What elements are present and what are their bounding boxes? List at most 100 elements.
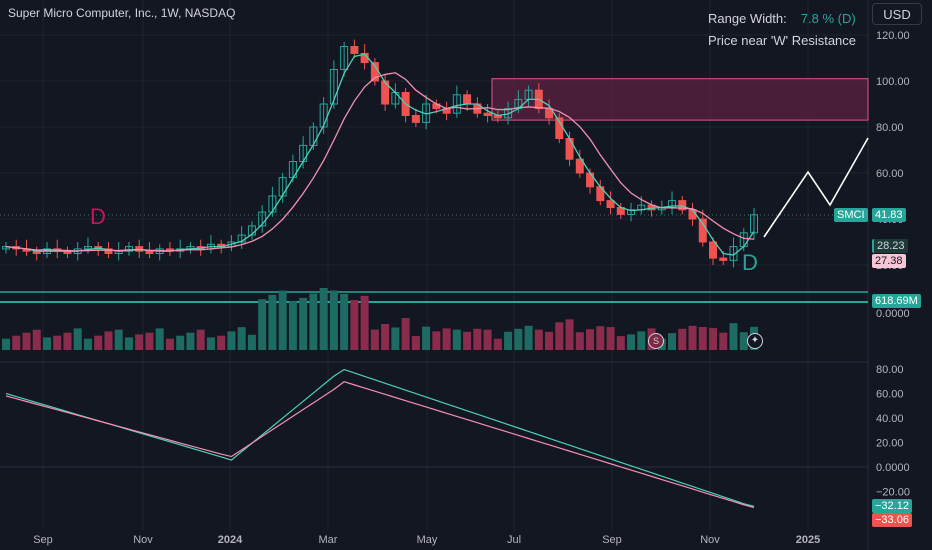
- indicator-line-b: [5, 381, 755, 509]
- indicator-tick-label: −20.00: [876, 487, 910, 499]
- indicator-tick-label: 0.0000: [876, 462, 910, 474]
- range-width-row: Range Width: 7.8 % (D): [708, 11, 856, 26]
- volume-bar: [350, 300, 359, 350]
- volume-bar: [627, 334, 636, 350]
- volume-bar: [145, 332, 154, 350]
- volume-bar: [53, 335, 62, 350]
- volume-bar: [637, 331, 646, 350]
- candle-body: [83, 246, 92, 250]
- candle-body: [750, 214, 758, 234]
- candle-body: [575, 158, 584, 174]
- volume-bar: [2, 338, 10, 350]
- projection-path: [763, 137, 869, 238]
- volume-bar: [473, 328, 482, 350]
- candle-body: [688, 209, 697, 220]
- volume-bar: [483, 329, 492, 350]
- time-tick-label: May: [417, 534, 438, 546]
- candle-body: [627, 209, 636, 215]
- volume-bar: [534, 329, 543, 350]
- volume-bar: [165, 338, 174, 350]
- ma-slow-tag: 27.38: [872, 254, 906, 268]
- volume-bar: [114, 329, 123, 350]
- candle-body: [586, 172, 595, 188]
- volume-bar: [524, 325, 533, 350]
- volume-bar: [545, 331, 554, 350]
- last-price-tag: 41.83: [872, 208, 906, 222]
- volume-bar: [176, 335, 185, 350]
- candle-body: [381, 80, 390, 105]
- candle-body: [350, 46, 359, 54]
- volume-bar: [555, 322, 564, 350]
- volume-bar: [135, 334, 144, 350]
- candle-body: [104, 248, 113, 254]
- volume-bar: [401, 318, 410, 350]
- price-near-resistance: Price near 'W' Resistance: [708, 33, 857, 48]
- indicator-a-tag: −32.12: [872, 499, 912, 513]
- volume-bar: [360, 295, 369, 350]
- volume-bar: [206, 337, 215, 350]
- indicator-b-tag: −33.06: [872, 513, 912, 527]
- symbol-tag: SMCI: [834, 208, 868, 222]
- volume-bar: [668, 333, 677, 350]
- volume-bar: [22, 332, 31, 350]
- indicator-tick-label: 20.00: [876, 438, 904, 450]
- volume-bar: [73, 328, 82, 350]
- candle-body: [135, 246, 144, 252]
- volume-bar: [616, 336, 625, 350]
- plus-icon[interactable]: ✦: [747, 333, 763, 349]
- indicator-tick-label: 60.00: [876, 389, 904, 401]
- volume-bar: [329, 290, 338, 350]
- volume-bar: [698, 327, 707, 350]
- time-tick-label: Sep: [602, 534, 622, 546]
- volume-bar: [83, 338, 92, 350]
- price-tick-label: 60.00: [876, 168, 904, 180]
- moving-averages: [5, 53, 755, 256]
- currency-button[interactable]: USD: [872, 3, 922, 25]
- volume-bars: [2, 288, 758, 350]
- volume-bar: [94, 335, 103, 350]
- volume-bar: [42, 337, 51, 350]
- indicator-line-a: [5, 368, 755, 507]
- volume-bar: [258, 299, 267, 350]
- volume-bar: [237, 327, 246, 350]
- volume-bar: [575, 332, 584, 350]
- volume-bar: [606, 327, 615, 350]
- price-tick-label: 100.00: [876, 76, 910, 88]
- volume-bar: [124, 337, 133, 350]
- volume-bar: [278, 290, 287, 350]
- time-tick-label: Sep: [33, 534, 53, 546]
- candle-body: [483, 112, 492, 116]
- time-tick-label: 2024: [218, 534, 243, 546]
- volume-bar: [319, 288, 328, 350]
- volume-bar: [463, 331, 472, 350]
- price-tick-label: 0.0000: [876, 308, 910, 320]
- volume-bar: [381, 324, 390, 350]
- candle-body: [463, 94, 472, 105]
- price-tick-label: 120.00: [876, 30, 910, 42]
- time-tick-label: Jul: [507, 534, 521, 546]
- volume-bar: [586, 329, 595, 350]
- d-marker-left: D: [90, 204, 106, 229]
- volume-bar: [452, 329, 461, 350]
- time-tick-label: Nov: [133, 534, 153, 546]
- volume-bar: [596, 326, 605, 350]
- chart-title: Super Micro Computer, Inc., 1W, NASDAQ: [8, 6, 236, 20]
- candle-body: [452, 94, 461, 114]
- volume-bar: [309, 293, 318, 350]
- volume-bar: [247, 334, 256, 350]
- time-tick-label: Nov: [700, 534, 720, 546]
- candle-body: [340, 46, 349, 70]
- candle-body: [709, 241, 718, 259]
- d-marker-right: D: [742, 250, 758, 275]
- volume-bar: [268, 294, 277, 350]
- volume-bar: [514, 328, 523, 350]
- candle-body: [411, 115, 420, 123]
- volume-bar: [678, 328, 687, 350]
- resistance-zone: [0, 78, 869, 303]
- candle-body: [698, 218, 707, 243]
- candle-body: [329, 69, 338, 105]
- candle-body: [124, 246, 133, 252]
- volume-bar: [729, 323, 738, 350]
- s-badge[interactable]: S: [648, 333, 664, 349]
